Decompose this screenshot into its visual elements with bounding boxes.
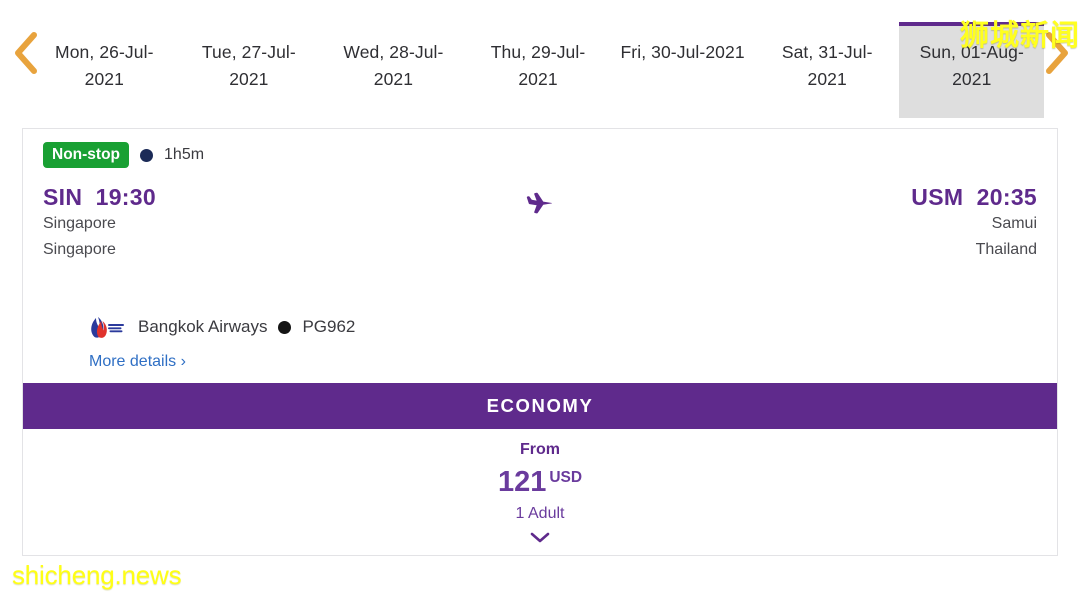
dot-icon [140,148,154,162]
arrival-block: USM 20:35 Samui Thailand [737,183,1037,263]
flight-itinerary-section: Non-stop 1h5m SIN 19:30 Singapore Singap… [23,129,1057,383]
fare-from-label: From [520,441,560,458]
date-tab-4[interactable]: Fri, 30-Jul-2021 [620,42,745,62]
chevron-down-icon[interactable] [529,531,551,544]
flight-number: PG962 [302,317,356,336]
date-navigation-strip: Mon, 26-Jul- 2021 Tue, 27-Jul- 2021 Wed,… [0,0,1080,120]
date-tabs: Mon, 26-Jul- 2021 Tue, 27-Jul- 2021 Wed,… [32,22,1045,118]
fare-price: 121 USD [498,467,582,497]
date-tab-2[interactable]: Wed, 28-Jul- 2021 [343,42,444,89]
dot-icon [278,320,292,334]
cabin-class-band[interactable]: ECONOMY [23,383,1057,429]
fare-price-section: From 121 USD 1 Adult [23,429,1057,556]
bangkok-airways-logo-icon [91,317,124,338]
fare-currency: USD [549,469,583,486]
departure-code-time: SIN 19:30 [43,184,156,210]
flight-meta-row: Non-stop 1h5m [43,141,1037,169]
flight-result-card: Non-stop 1h5m SIN 19:30 Singapore Singap… [22,128,1058,556]
arrival-code-time: USM 20:35 [911,184,1037,210]
airline-name: Bangkok Airways [138,317,268,336]
more-details-link[interactable]: More details › [89,353,186,370]
passenger-count: 1 Adult [515,505,565,522]
date-tab-1[interactable]: Tue, 27-Jul- 2021 [201,42,296,89]
airline-row: Bangkok Airways PG962 [85,312,355,342]
chevron-left-icon[interactable] [8,30,42,76]
departure-block: SIN 19:30 Singapore Singapore [43,183,343,263]
arrival-country: Thailand [975,241,1037,258]
flight-duration: 1h5m [164,146,205,163]
date-tab-3[interactable]: Thu, 29-Jul- 2021 [490,42,586,89]
departure-country: Singapore [43,241,116,258]
date-tab-0[interactable]: Mon, 26-Jul- 2021 [55,42,154,89]
chevron-right-icon[interactable] [1040,30,1074,76]
watermark-site: shicheng.news [12,560,182,590]
arrival-city: Samui [991,215,1037,232]
fare-amount: 121 [497,466,547,498]
status-badge-nonstop: Non-stop [43,141,130,169]
flight-legs: SIN 19:30 Singapore Singapore USM 20:35 … [43,183,1037,263]
departure-city: Singapore [43,215,116,232]
airplane-icon [480,183,600,219]
date-tab-5[interactable]: Sat, 31-Jul- 2021 [781,42,873,89]
date-tab-6-selected[interactable]: Sun, 01-Aug- 2021 [899,22,1045,118]
cabin-class-label: ECONOMY [486,395,594,416]
